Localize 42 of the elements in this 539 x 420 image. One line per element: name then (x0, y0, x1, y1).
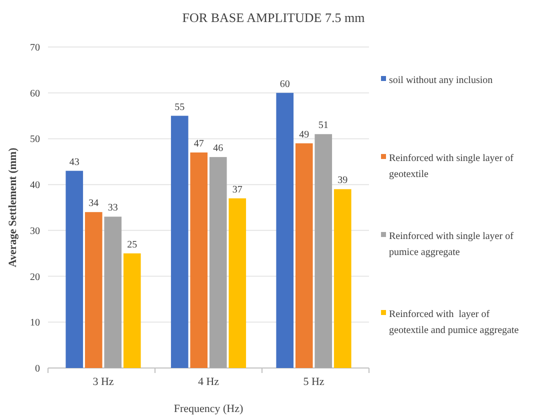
bar (104, 216, 122, 368)
data-label: 37 (232, 184, 242, 196)
y-tick-label: 0 (35, 364, 40, 374)
x-tick-label: 5 Hz (303, 376, 324, 388)
legend-label: Reinforced with single layer of pumice aggregate (389, 231, 514, 258)
x-axis-title: Frequency (Hz) (174, 403, 244, 415)
bar (123, 253, 141, 368)
data-label: 60 (280, 78, 290, 90)
data-label: 49 (299, 129, 310, 140)
bar (334, 189, 352, 368)
y-tick-label: 60 (30, 88, 40, 100)
y-tick-label: 30 (30, 226, 40, 237)
data-label: 47 (194, 138, 204, 150)
bar (170, 116, 188, 368)
data-label: 39 (338, 175, 348, 186)
data-label: 25 (127, 239, 138, 250)
bar (228, 198, 246, 368)
data-label: 34 (88, 198, 99, 210)
y-axis-title: Average Settlement (mm) (7, 147, 19, 268)
y-tick-label: 50 (30, 134, 40, 146)
data-label: 51 (318, 120, 328, 132)
data-label: 43 (69, 156, 80, 168)
x-tick-label: 4 Hz (198, 376, 220, 388)
bar (209, 157, 227, 368)
data-label: 55 (174, 102, 185, 113)
chart-title: FOR BASE AMPLITUDE 7.5 mm (182, 10, 365, 25)
x-tick-label: 3 Hz (92, 376, 114, 388)
bar (314, 134, 332, 368)
y-tick-label: 40 (30, 180, 40, 192)
legend-label: Reinforced with single layer of geotextile (389, 153, 514, 180)
bar (66, 170, 84, 368)
bar (84, 212, 102, 368)
data-label: 33 (108, 202, 118, 214)
bar (276, 92, 294, 368)
y-tick-label: 70 (30, 42, 40, 54)
y-tick-label: 10 (30, 318, 40, 329)
data-label: 46 (213, 143, 224, 154)
legend-label: soil without any inclusion (389, 75, 493, 86)
legend-label: Reinforced with layer of geotextile and pumice aggregate (389, 309, 520, 336)
y-tick-label: 20 (30, 272, 40, 283)
bar (190, 152, 208, 368)
bar (295, 143, 313, 368)
